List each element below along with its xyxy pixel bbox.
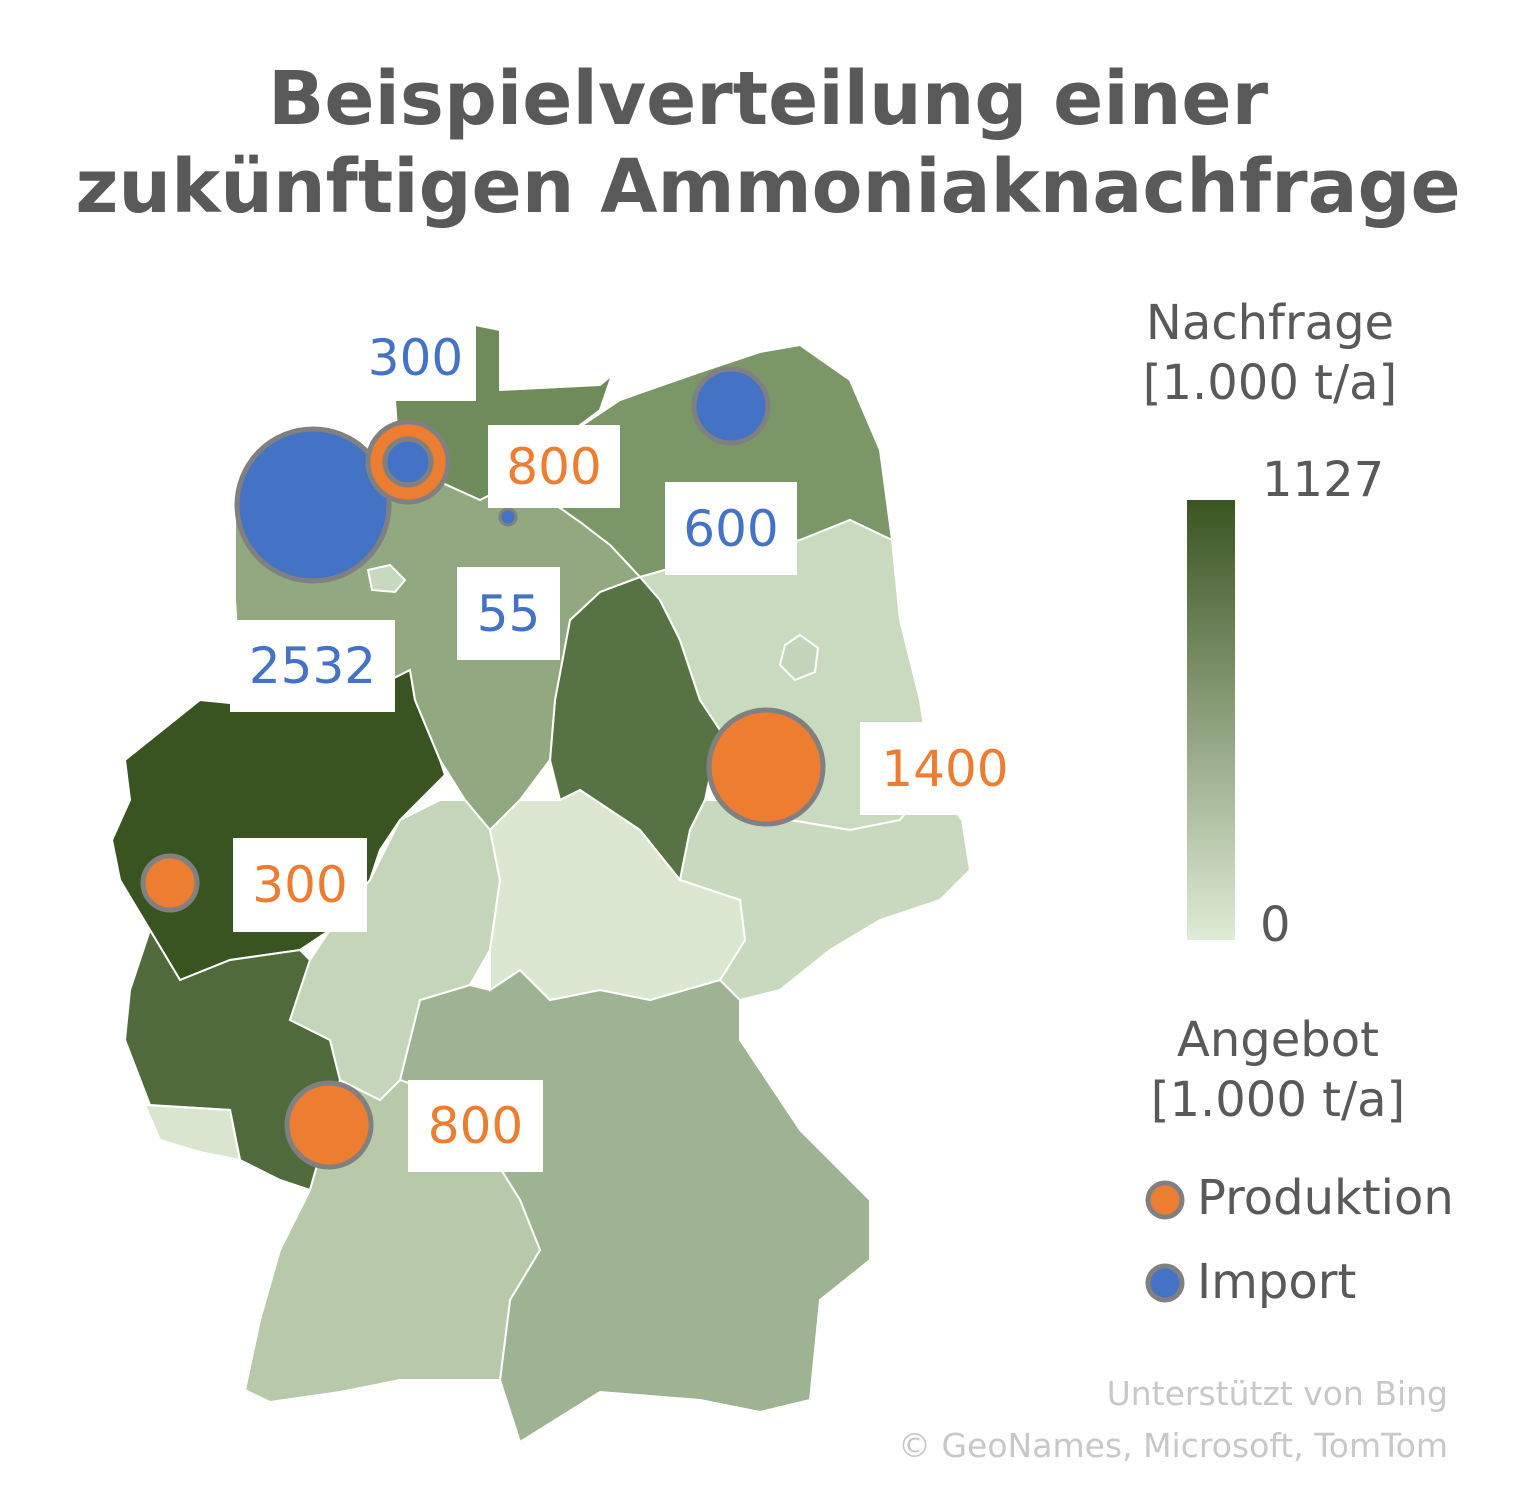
- label-produktion-1400: 1400: [860, 722, 1030, 815]
- label-import-2532: 2532: [230, 620, 395, 712]
- produktion-bubble-300: [140, 853, 200, 913]
- color-scale-bar: [1187, 500, 1235, 940]
- region-saarland: [143, 1103, 242, 1162]
- credit-sources: © GeoNames, Microsoft, TomTom: [897, 1426, 1448, 1465]
- label-import-55: 55: [457, 567, 560, 660]
- credit-bing: Unterstützt von Bing: [1106, 1374, 1448, 1413]
- label-produktion-800-south: 800: [408, 1080, 543, 1172]
- demand-unit-text: [1.000 t/a]: [1142, 355, 1398, 411]
- title-line-1: Beispielverteilung einer: [267, 56, 1269, 142]
- title-line-2: zukünftigen Ammoniaknachfrage: [75, 144, 1461, 230]
- legend-supply-title: Angebot [1.000 t/a]: [1128, 1010, 1428, 1130]
- legend-demand-title: Nachfrage [1.000 t/a]: [1120, 293, 1420, 413]
- region-thüringen: [488, 788, 747, 1002]
- supply-unit-text: [1.000 t/a]: [1150, 1072, 1406, 1128]
- legend-demand-max: 1127: [1262, 452, 1385, 508]
- map-credits: Unterstützt von Bing © GeoNames, Microso…: [898, 1368, 1448, 1472]
- label-import-600: 600: [665, 482, 797, 575]
- region-berlin: [778, 633, 820, 682]
- region-bremen: [366, 563, 407, 594]
- produktion-bubble-1400: [706, 707, 826, 827]
- import-bubble-600: [691, 366, 771, 446]
- demand-title-text: Nachfrage: [1145, 295, 1395, 351]
- map-title: Beispielverteilung einer zukünftigen Amm…: [0, 55, 1536, 231]
- label-import-300: 300: [358, 320, 473, 395]
- supply-title-text: Angebot: [1177, 1012, 1379, 1068]
- region-hessen: [288, 799, 502, 1102]
- label-produktion-800-north: 800: [488, 425, 620, 508]
- legend-produktion-label: Produktion: [1197, 1170, 1454, 1226]
- import-bubble-55: [498, 507, 518, 527]
- import-bubble-300: [382, 436, 434, 488]
- legend-demand-min: 0: [1260, 897, 1291, 953]
- produktion-bubble-800: [284, 1080, 374, 1170]
- import-bubble-2532: [234, 426, 392, 584]
- legend-produktion-icon: [1145, 1180, 1185, 1220]
- legend-import-icon: [1145, 1263, 1185, 1303]
- label-produktion-300: 300: [233, 838, 367, 932]
- legend-import-label: Import: [1197, 1254, 1357, 1310]
